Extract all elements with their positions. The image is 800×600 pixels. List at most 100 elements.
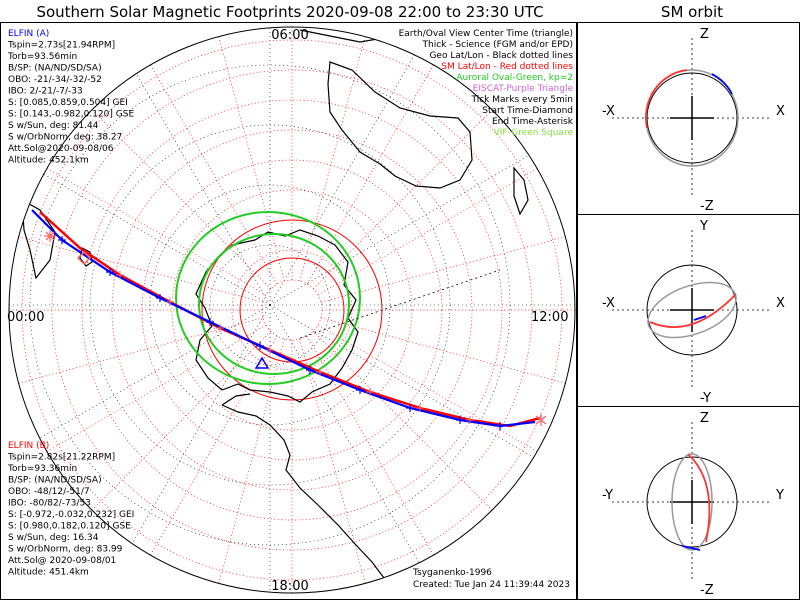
elfin-b-tick-mark [316, 368, 324, 376]
elfin-b-line: S: [-0.972,-0.032,0.232] GEI [8, 510, 134, 520]
legend-item: Thick - Science (FGM and/or EPD) [422, 40, 573, 50]
sm-meridian-line [299, 338, 370, 593]
elfin-b-tick-mark [216, 324, 224, 332]
geo-meridian-line [109, 27, 271, 306]
clock-label-bottom: 18:00 [271, 579, 308, 594]
elfin-a-tick-mark [496, 422, 504, 430]
sm-grid [9, 27, 575, 593]
sm-label-right: Y [775, 488, 784, 503]
sm-meridian-line [306, 335, 443, 570]
geo-meridian-line [9, 144, 271, 306]
elfin-b-line: Tspin=2.82s[21.22RPM] [7, 453, 115, 463]
elfin-a-info: ELFIN (A) Tspin=2.73s[21.94RPM]Torb=93.56… [7, 29, 134, 166]
center-time-line [299, 269, 501, 339]
elfin-a-tick-mark [356, 386, 364, 394]
sm-panel-2: Y -Y -X X [602, 219, 785, 406]
sm-meridian-line [141, 335, 278, 570]
new-zealand-outline [513, 166, 529, 216]
elfin-b-line: ELFIN (B) [8, 441, 49, 451]
sm-label-top: Y [699, 219, 708, 234]
elfin-b-line: S w/OrbNorm, deg: 83.99 [8, 545, 123, 555]
created-text: Created: Tue Jan 24 11:39:44 2023 [413, 580, 570, 590]
legend-item: SM Lat/Lon - Red dotted lines [441, 62, 573, 72]
auroral-oval-outer [175, 211, 361, 385]
legend-item: Tick Marks every 5min [471, 95, 573, 105]
orbit-path [671, 453, 713, 551]
geo-meridian-line [269, 27, 431, 306]
sm-meridian-line [79, 330, 272, 523]
elfin-a-line: B/SP: (NA/ND/SD/SA) [8, 64, 102, 74]
geo-meridian-line [269, 304, 431, 583]
sm-label-right: X [776, 296, 785, 311]
auroral-oval-inner [198, 233, 350, 375]
sm-latitude-circle [171, 189, 413, 431]
sm-panel-1: Z -Z -X X [602, 27, 785, 214]
legend-item: Earth/Oval View Center Time (triangle) [399, 29, 573, 39]
sm-label-top: Z [700, 411, 709, 426]
sm-meridian-line [320, 232, 575, 303]
elfin-a-line: S: [0.143,-0.982,0.120] GSE [8, 110, 134, 120]
sm-panel-frame-3 [577, 406, 800, 600]
elfin-b-track-end-asterisk [535, 414, 547, 426]
elfin-b-line: Altitude: 451.4km [8, 568, 89, 578]
earth-circle [646, 72, 738, 164]
elfin-b-line: S w/Sun, deg: 16.34 [8, 533, 99, 543]
legend-item: VIF-Green Square [494, 128, 574, 138]
orbit-b-arc [687, 453, 711, 543]
legend-item: EISCAT-Purple Triangle [473, 84, 574, 94]
clock-label-left: 00:00 [7, 310, 44, 325]
sm-meridian-line [214, 338, 285, 593]
elfin-a-line: IBO: 2/-21/-7/-33 [8, 87, 83, 97]
sm-label-left: -Y [602, 488, 613, 503]
elfin-b-info: ELFIN (B) Tspin=2.82s[21.22RPM]Torb=93.36… [7, 441, 134, 578]
sm-panel-3: Z -Z -Y Y [602, 411, 784, 598]
elfin-a-line: Tspin=2.73s[21.94RPM] [7, 41, 115, 51]
sm-label-right: X [776, 104, 785, 119]
sm-label-top: Z [700, 27, 709, 42]
elfin-b-start-diamond [76, 250, 92, 266]
sm-latitude-circle [21, 39, 563, 581]
elfin-b-tick-mark [116, 271, 124, 279]
australia-outline [327, 61, 473, 189]
elfin-a-tick-mark [456, 416, 464, 424]
elfin-b-line: B/SP: (NA/ND/SD/SA) [8, 476, 102, 486]
geo-meridian-line [109, 304, 271, 583]
legend-item: Geo Lat/Lon - Black dotted lines [429, 51, 573, 61]
elfin-b-line: Torb=93.36min [7, 464, 77, 474]
sm-label-left: -X [602, 296, 615, 311]
clock-label-top: 06:00 [271, 28, 308, 43]
elfin-a-line: Altitude: 452.1km [8, 156, 89, 166]
elfin-a-line: Torb=93.56min [7, 52, 77, 62]
clock-label-right: 12:00 [531, 310, 568, 325]
elfin-a-tick-mark [106, 268, 114, 276]
elfin-b-tick-mark [266, 346, 274, 354]
elfin-a-line: Att.Sol@2020-09-08/06 [8, 144, 114, 154]
sm-meridian-line [317, 159, 552, 296]
sm-orbit-panels: Z -Z -X X Y -Y -X X Z -Z -Y Y [602, 27, 785, 598]
elfin-a-tick-mark [206, 318, 214, 326]
earth-circle [646, 264, 738, 356]
orbit-a-arc [711, 73, 733, 95]
orbit-a-arc [681, 545, 701, 551]
elfin-b-track [39, 211, 541, 428]
map-disk [9, 27, 575, 593]
legend-item: Auroral Oval-Green, kp=2 [456, 73, 573, 83]
footprint-tracks [31, 209, 547, 430]
sm-meridian-line [79, 97, 272, 290]
geo-meridian-line [269, 304, 548, 466]
sm-label-left: -X [602, 104, 615, 119]
sm-meridian-line [312, 97, 505, 290]
elfin-b-line: S: [0.980,0.182,0.120] GSE [8, 522, 131, 532]
elfin-a-line: ELFIN (A) [8, 29, 49, 39]
elfin-a-tick-mark [58, 236, 66, 244]
south-america-outline [221, 393, 385, 593]
elfin-b-tick-mark [466, 416, 474, 424]
elfin-a-tick-mark [256, 342, 264, 350]
orbit-b-arc [645, 69, 688, 129]
sm-meridian-line [317, 324, 552, 461]
credit-text: Tsyganenko-1996 [412, 568, 492, 578]
sm-latitude-circle [111, 129, 473, 491]
elfin-a-line: S w/OrbNorm, deg: 38.27 [8, 133, 122, 143]
sm-orbit-title: SM orbit [661, 3, 723, 21]
